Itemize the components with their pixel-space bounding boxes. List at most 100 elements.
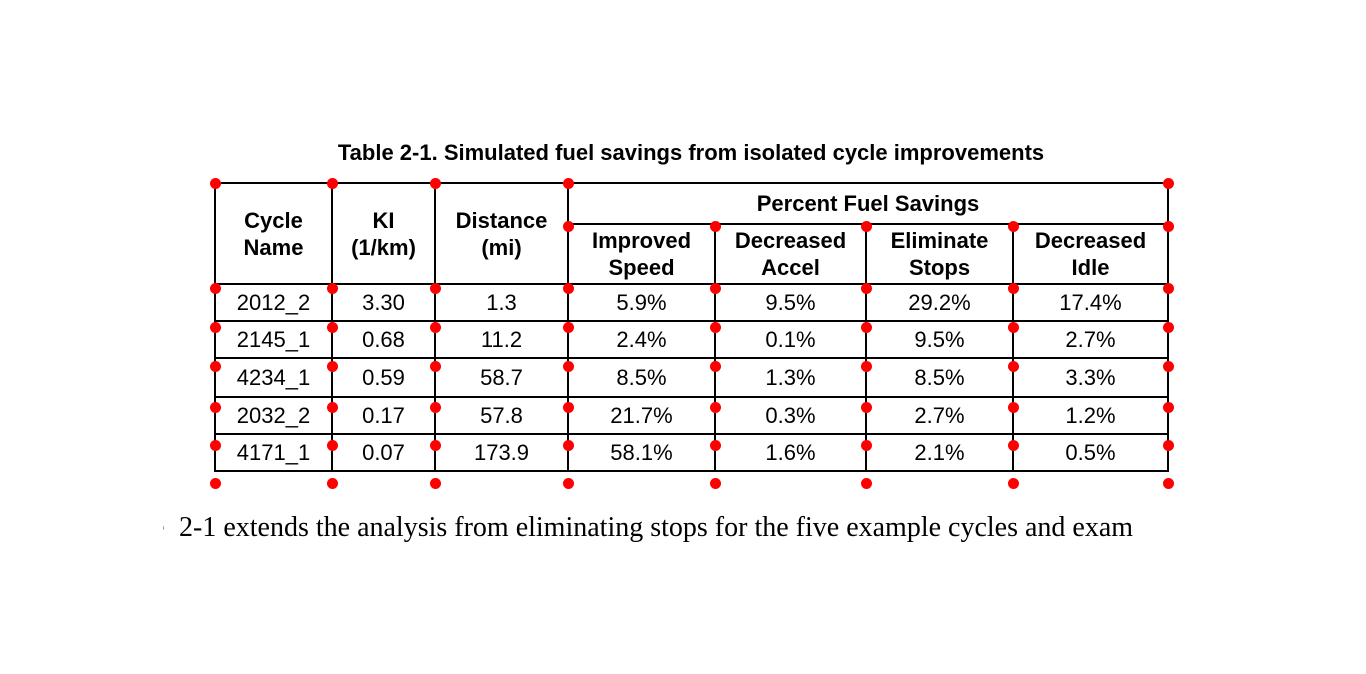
header-eliminate-stops: Eliminate Stops xyxy=(865,223,1014,285)
grid-marker-dot xyxy=(562,477,574,489)
table-cell: 1.3% xyxy=(714,357,867,398)
table-row: 4171_1 0.07 173.9 58.1% 1.6% 2.1% 0.5% xyxy=(214,433,1169,472)
table-cell: 0.59 xyxy=(331,357,436,398)
fuel-savings-table: Cycle Name KI (1/km) Distance (mi) Percent … xyxy=(214,182,1169,472)
header-line: KI xyxy=(372,207,395,233)
table-row: 4234_1 0.59 58.7 8.5% 1.3% 8.5% 3.3% xyxy=(214,357,1169,398)
grid-marker-dot xyxy=(1162,177,1174,189)
grid-marker-dot xyxy=(1007,401,1019,413)
clipped-word-fragment: e xyxy=(163,509,169,547)
table-cell: 4234_1 xyxy=(214,357,333,398)
table-cell: 3.3% xyxy=(1012,357,1169,398)
grid-marker-dot xyxy=(1007,360,1019,372)
header-line: Stops xyxy=(908,255,971,280)
grid-marker-dot xyxy=(209,401,221,413)
grid-marker-dot xyxy=(429,360,441,372)
grid-marker-dot xyxy=(326,321,338,333)
grid-marker-dot xyxy=(562,177,574,189)
grid-marker-dot xyxy=(709,360,721,372)
table-cell: 2012_2 xyxy=(214,283,333,322)
header-line: Decreased xyxy=(734,228,847,253)
table-cell: 29.2% xyxy=(865,283,1014,322)
grid-marker-dot xyxy=(562,321,574,333)
header-cycle-name: Cycle Name xyxy=(214,182,333,285)
table-cell: 0.68 xyxy=(331,320,436,359)
header-line: Idle xyxy=(1071,255,1110,280)
table-cell: 1.3 xyxy=(434,283,569,322)
table-cell: 2.7% xyxy=(1012,320,1169,359)
grid-marker-dot xyxy=(209,282,221,294)
table-cell: 8.5% xyxy=(567,357,716,398)
grid-marker-dot xyxy=(562,439,574,451)
table-cell: 0.1% xyxy=(714,320,867,359)
grid-marker-dot xyxy=(562,401,574,413)
header-decreased-idle: Decreased Idle xyxy=(1012,223,1169,285)
table-cell: 17.4% xyxy=(1012,283,1169,322)
grid-marker-dot xyxy=(1007,282,1019,294)
grid-marker-dot xyxy=(860,321,872,333)
grid-marker-dot xyxy=(326,360,338,372)
table-cell: 4171_1 xyxy=(214,433,333,472)
header-line: Cycle xyxy=(244,207,303,233)
fragment-glyph: e xyxy=(163,509,164,547)
table-cell: 9.5% xyxy=(865,320,1014,359)
grid-marker-dot xyxy=(429,477,441,489)
table-cell: 2.1% xyxy=(865,433,1014,472)
grid-marker-dot xyxy=(326,439,338,451)
grid-marker-dot xyxy=(1007,321,1019,333)
grid-marker-dot xyxy=(709,282,721,294)
header-line: Distance xyxy=(455,207,548,233)
grid-marker-dot xyxy=(1162,360,1174,372)
grid-marker-dot xyxy=(209,321,221,333)
table-cell: 3.30 xyxy=(331,283,436,322)
table-cell: 1.6% xyxy=(714,433,867,472)
table-cell: 58.1% xyxy=(567,433,716,472)
table-cell: 21.7% xyxy=(567,396,716,435)
table-cell: 2.7% xyxy=(865,396,1014,435)
table-cell: 0.3% xyxy=(714,396,867,435)
grid-marker-dot xyxy=(429,401,441,413)
table-caption: Table 2-1. Simulated fuel savings from i… xyxy=(337,140,1045,165)
table-row: 2032_2 0.17 57.8 21.7% 0.3% 2.7% 1.2% xyxy=(214,396,1169,435)
table-cell: 1.2% xyxy=(1012,396,1169,435)
grid-marker-dot xyxy=(1162,220,1174,232)
grid-marker-dot xyxy=(1162,282,1174,294)
table-cell: 0.07 xyxy=(331,433,436,472)
grid-marker-dot xyxy=(1007,439,1019,451)
grid-marker-dot xyxy=(709,220,721,232)
header-distance: Distance (mi) xyxy=(434,182,569,285)
grid-marker-dot xyxy=(860,220,872,232)
table-cell: 9.5% xyxy=(714,283,867,322)
grid-marker-dot xyxy=(1162,439,1174,451)
header-improved-speed: Improved Speed xyxy=(567,223,716,285)
grid-marker-dot xyxy=(860,360,872,372)
grid-marker-dot xyxy=(709,439,721,451)
grid-marker-dot xyxy=(209,439,221,451)
grid-marker-dot xyxy=(326,282,338,294)
grid-marker-dot xyxy=(709,401,721,413)
grid-marker-dot xyxy=(1007,477,1019,489)
header-line: (mi) xyxy=(481,234,522,260)
grid-marker-dot xyxy=(209,177,221,189)
grid-marker-dot xyxy=(860,401,872,413)
header-percent-fuel-savings: Percent Fuel Savings xyxy=(567,182,1169,225)
table-cell: 0.5% xyxy=(1012,433,1169,472)
header-ki: KI (1/km) xyxy=(331,182,436,285)
table-cell: 8.5% xyxy=(865,357,1014,398)
header-line: Accel xyxy=(761,255,820,280)
table-cell: 58.7 xyxy=(434,357,569,398)
grid-marker-dot xyxy=(562,360,574,372)
table-cell: 5.9% xyxy=(567,283,716,322)
grid-marker-dot xyxy=(1007,220,1019,232)
table-cell: 0.17 xyxy=(331,396,436,435)
table-row: 2012_2 3.30 1.3 5.9% 9.5% 29.2% 17.4% xyxy=(214,283,1169,322)
grid-marker-dot xyxy=(860,282,872,294)
table-cell: 2032_2 xyxy=(214,396,333,435)
grid-marker-dot xyxy=(326,177,338,189)
grid-marker-dot xyxy=(562,282,574,294)
header-line: Speed xyxy=(608,255,675,280)
grid-marker-dot xyxy=(1162,321,1174,333)
table-cell: 11.2 xyxy=(434,320,569,359)
header-line: Decreased xyxy=(1034,228,1147,253)
